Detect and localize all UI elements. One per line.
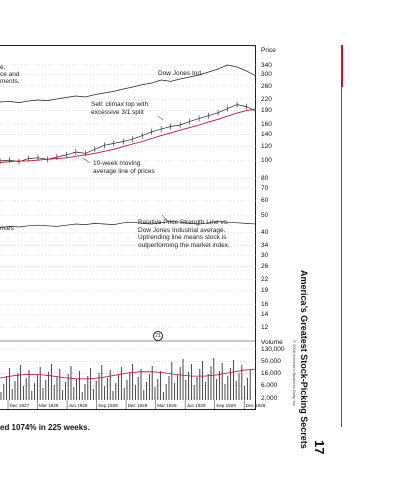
price-tick-label: 300 — [261, 71, 272, 79]
volume-tick-label: 50,000 — [261, 357, 281, 365]
price-tick-label: 80 — [261, 174, 269, 182]
clipped-text-5: rices — [0, 225, 14, 232]
price-tick-label: 40 — [261, 229, 269, 237]
price-tick-label: 12 — [261, 323, 269, 331]
moving-average-pointer — [82, 157, 91, 164]
price-tick-label: 50 — [261, 211, 269, 219]
volume-tick-label: 2,000 — [261, 394, 278, 402]
x-tick-label: Jun 1928 — [68, 403, 88, 408]
stock-chart — [0, 64, 256, 410]
moving-average-annotation: 10-week moving average line of prices — [93, 160, 155, 175]
volume-axis-title: Volume — [261, 339, 283, 346]
price-tick-label: 16 — [261, 300, 269, 308]
price-tick-label: 70 — [261, 185, 269, 193]
sell-pointer — [157, 115, 164, 121]
running-head-text: America’s Greatest Stock-Picking Secrets — [299, 270, 309, 449]
volume-tick-label: 6,000 — [261, 382, 278, 390]
price-tick-label: 22 — [261, 276, 269, 283]
series-line-relative — [0, 221, 256, 228]
sell-annotation: Sell: climax top with excessive 3/1 spli… — [91, 101, 149, 116]
x-tick-label: Jun 1929 — [186, 403, 206, 408]
dow-jones-label: Dow Jones Ind. — [158, 70, 203, 77]
clipped-text-2: ce and — [0, 71, 20, 78]
week-marker: 21 — [153, 331, 163, 341]
volume-average-line — [0, 368, 256, 380]
price-tick-label: 30 — [261, 251, 269, 259]
series-line-dow — [0, 64, 256, 103]
x-tick-label: Dec 1929 — [245, 403, 266, 408]
price-tick-label: 120 — [261, 143, 272, 151]
x-tick-label: Dec 1928 — [127, 403, 148, 408]
x-tick-label: Mar 1929 — [157, 403, 177, 408]
price-tick-label: 160 — [261, 120, 272, 128]
price-tick-label: 190 — [261, 107, 272, 115]
relative-strength-pointer — [161, 214, 169, 222]
price-tick-label: 260 — [261, 82, 272, 90]
price-tick-label: 340 — [261, 61, 272, 69]
chart-frame — [0, 45, 256, 410]
price-tick-label: 19 — [261, 287, 269, 295]
clipped-text-1: e, — [0, 64, 6, 71]
copyright-text: © 2008 Investor’s Business Daily, Inc. — [292, 340, 297, 407]
volume-tick-label: 16,000 — [261, 370, 281, 377]
margin-rule — [341, 87, 342, 427]
series-line-price — [0, 104, 256, 163]
series-line-10-week — [0, 108, 256, 163]
x-tick-label: Dec 1927 — [9, 403, 30, 408]
x-tick-label: Mar 1928 — [39, 403, 59, 408]
price-tick-label: 220 — [261, 95, 272, 103]
price-tick-label: 26 — [261, 262, 269, 270]
price-tick-label: 100 — [261, 157, 272, 165]
x-tick-label: Sep 1928 — [98, 403, 118, 408]
page-number-text: 17 — [312, 440, 327, 455]
price-tick-label: 14 — [261, 311, 269, 319]
price-tick-label: 34 — [261, 241, 269, 249]
clipped-text-3: ments. — [0, 78, 20, 85]
chart-caption: ed 1074% in 225 weeks. — [0, 423, 90, 432]
price-axis-title: Price — [261, 47, 276, 54]
price-tick-label: 140 — [261, 131, 272, 139]
volume-tick-label: 130,000 — [261, 345, 285, 353]
accent-bar — [341, 45, 343, 87]
x-tick-label: Sep 1929 — [216, 403, 236, 408]
relative-strength-annotation: Relative Price Strength Line vs. Dow Jon… — [138, 219, 230, 249]
price-tick-label: 60 — [261, 197, 269, 205]
